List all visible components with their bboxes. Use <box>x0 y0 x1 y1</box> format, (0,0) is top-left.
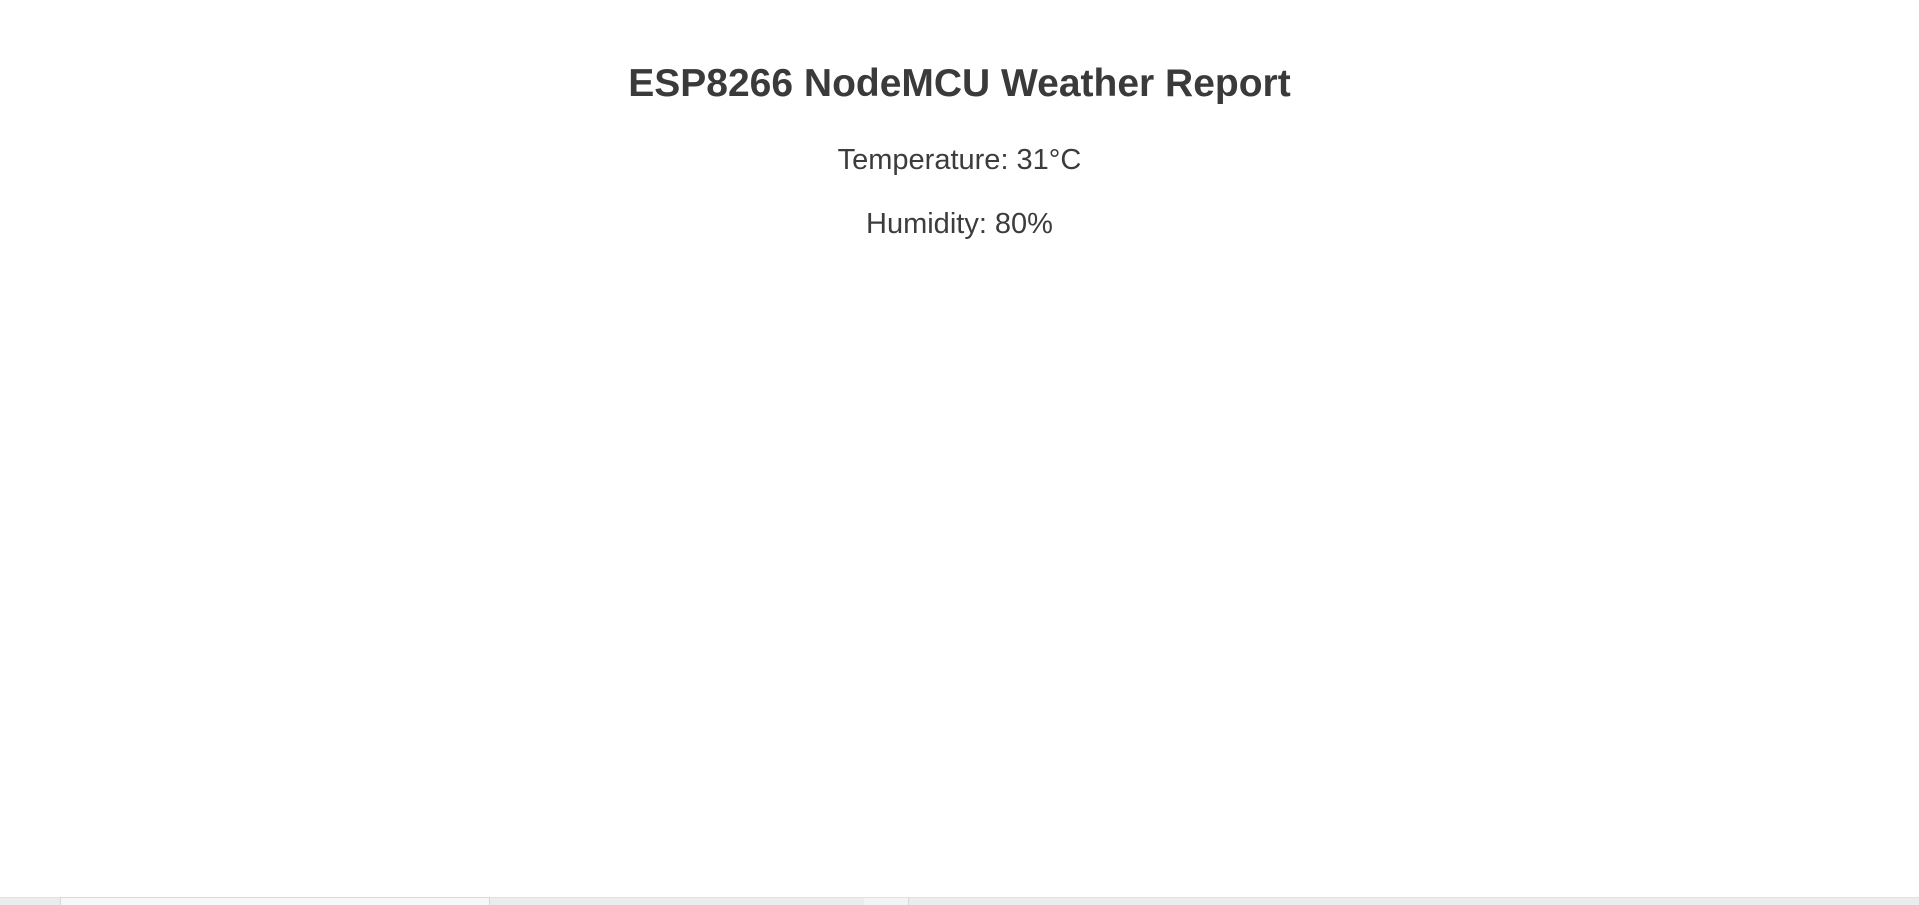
scrollbar-segment[interactable] <box>864 898 909 905</box>
scrollbar-thumb[interactable] <box>60 897 490 905</box>
humidity-reading: Humidity: 80% <box>866 208 1053 240</box>
horizontal-scrollbar[interactable] <box>0 897 1919 905</box>
page-title: ESP8266 NodeMCU Weather Report <box>628 62 1291 105</box>
temperature-reading: Temperature: 31°C <box>837 144 1082 176</box>
